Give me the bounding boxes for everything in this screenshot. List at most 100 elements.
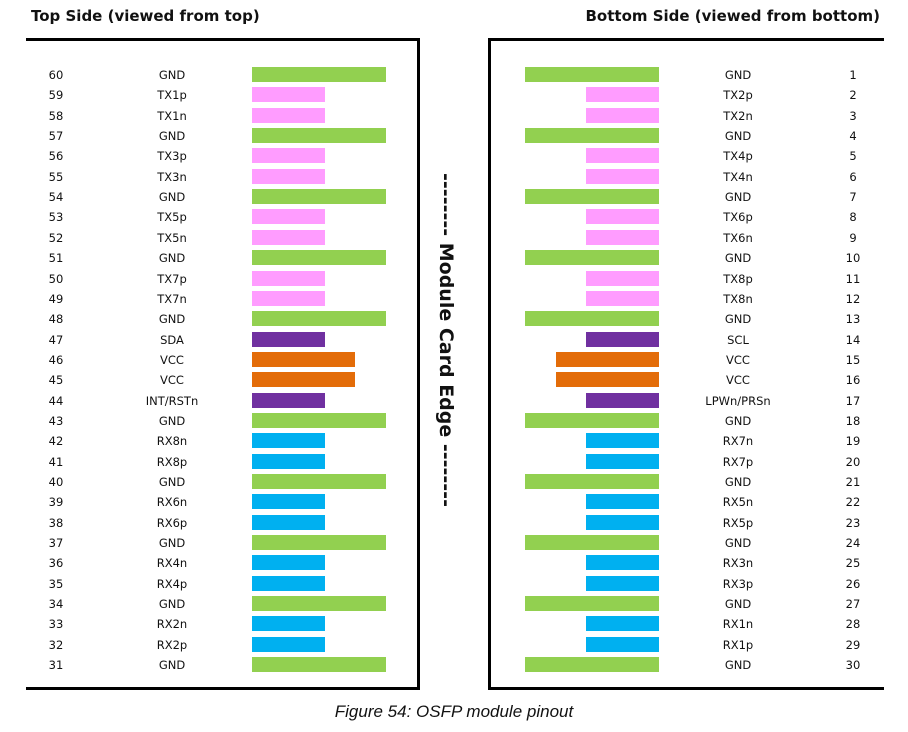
pin-number: 1 — [849, 68, 857, 82]
pin-signal-name: GND — [158, 129, 186, 144]
pin-contact-pad — [586, 107, 659, 123]
pin-number: 44 — [48, 393, 64, 408]
pin-contact-pad — [252, 636, 325, 652]
pin-contact-pad — [586, 331, 659, 347]
pin-signal-name: RX7n — [722, 434, 754, 449]
pin-contact-pad — [525, 128, 659, 144]
pin-number: 43 — [48, 413, 64, 428]
pin-contact-pad — [252, 453, 325, 469]
pin-contact-pad — [556, 372, 659, 388]
pin-number: 57 — [48, 129, 64, 144]
pin-number: 10 — [845, 251, 861, 266]
pin-number: 14 — [845, 332, 861, 347]
bottom-pin-row: RX1n 28 — [491, 614, 884, 634]
pin-contact-pad — [586, 555, 659, 571]
pin-signal-name: RX6n — [156, 495, 188, 510]
bottom-pin-row: GND 21 — [491, 472, 884, 492]
top-pin-row: 42 RX8n — [26, 431, 417, 451]
pin-signal-name: VCC — [726, 373, 750, 388]
pin-number: 19 — [845, 434, 861, 449]
pin-number: 13 — [845, 312, 861, 327]
pin-signal-name: LPWn/PRSn — [705, 393, 771, 408]
bottom-pin-row: GND 27 — [491, 594, 884, 614]
bottom-pin-row: TX4p 5 — [491, 146, 884, 166]
top-pin-row: 44 INT/RSTn — [26, 391, 417, 411]
pin-signal-name: RX2n — [156, 617, 188, 632]
pin-contact-pad — [586, 229, 659, 245]
pin-contact-pad — [252, 575, 325, 591]
pin-signal-name: GND — [158, 312, 186, 327]
pin-contact-pad — [252, 229, 325, 245]
pin-signal-name: RX4p — [156, 576, 188, 591]
pin-contact-pad — [252, 311, 386, 327]
bottom-pin-row: TX2p 2 — [491, 85, 884, 105]
pin-signal-name: GND — [724, 312, 752, 327]
top-pin-row: 37 GND — [26, 533, 417, 553]
module-card-edge-label: -------- Module Card Edge -------- — [431, 150, 461, 530]
pin-number: 30 — [845, 658, 861, 673]
pin-signal-name: GND — [724, 251, 752, 266]
top-pin-row: 39 RX6n — [26, 492, 417, 512]
pin-contact-pad — [252, 107, 325, 123]
pin-signal-name: RX3n — [722, 556, 754, 571]
pin-number: 6 — [849, 169, 857, 184]
pin-contact-pad — [525, 67, 659, 82]
pin-contact-pad — [252, 372, 355, 388]
pin-contact-pad — [252, 474, 386, 489]
pin-signal-name: GND — [158, 475, 186, 489]
pin-number: 53 — [48, 210, 64, 225]
bottom-side-pin-panel: GND 1 TX2p 2 TX2n 3 GND 4 TX4p 5 TX4n 6 GND 7 TX6p 8 TX6… — [488, 38, 884, 690]
pin-number: 8 — [849, 210, 857, 225]
pin-signal-name: VCC — [160, 373, 184, 388]
pin-contact-pad — [252, 331, 325, 347]
top-pin-row: 57 GND — [26, 126, 417, 146]
bottom-pin-row: GND 24 — [491, 533, 884, 553]
pin-number: 42 — [48, 434, 64, 449]
bottom-pin-row: RX7p 20 — [491, 452, 884, 472]
top-pin-row: 33 RX2n — [26, 614, 417, 634]
pin-contact-pad — [252, 128, 386, 144]
pin-number: 33 — [48, 617, 64, 632]
bottom-pin-row: RX1p 29 — [491, 635, 884, 655]
pin-signal-name: GND — [724, 190, 752, 205]
pin-contact-pad — [586, 290, 659, 306]
pin-contact-pad — [252, 392, 325, 408]
pin-contact-pad — [586, 494, 659, 510]
pin-signal-name: TX8n — [723, 291, 753, 306]
bottom-pin-row: TX2n 3 — [491, 106, 884, 126]
top-pin-row: 52 TX5n — [26, 228, 417, 248]
pin-signal-name: TX1p — [157, 88, 187, 103]
pin-number: 16 — [845, 373, 861, 388]
top-pin-row: 34 GND — [26, 594, 417, 614]
pin-number: 4 — [849, 129, 857, 144]
pin-signal-name: GND — [158, 597, 186, 612]
pin-number: 31 — [48, 658, 64, 673]
pin-contact-pad — [252, 433, 325, 449]
pin-number: 38 — [48, 515, 64, 530]
pin-number: 32 — [48, 637, 64, 652]
bottom-pin-row: TX4n 6 — [491, 167, 884, 187]
bottom-pin-row: TX8n 12 — [491, 289, 884, 309]
pin-signal-name: GND — [724, 68, 752, 82]
pin-number: 18 — [845, 413, 861, 428]
pin-number: 48 — [48, 312, 64, 327]
pin-signal-name: GND — [158, 190, 186, 205]
pin-signal-name: RX8n — [156, 434, 188, 449]
bottom-pin-row: GND 7 — [491, 187, 884, 207]
pin-number: 15 — [845, 352, 861, 367]
pin-contact-pad — [586, 433, 659, 449]
pin-signal-name: VCC — [726, 352, 750, 367]
pin-contact-pad — [252, 596, 386, 612]
pin-number: 54 — [48, 190, 64, 205]
top-pin-row: 53 TX5p — [26, 207, 417, 227]
bottom-pin-row: TX8p 11 — [491, 269, 884, 289]
pin-signal-name: RX8p — [156, 454, 188, 469]
pin-number: 21 — [845, 475, 861, 489]
pin-contact-pad — [586, 87, 659, 103]
pin-contact-pad — [586, 148, 659, 164]
pin-signal-name: RX2p — [156, 637, 188, 652]
pin-contact-pad — [525, 474, 659, 489]
pin-contact-pad — [252, 168, 325, 184]
pin-signal-name: TX5p — [157, 210, 187, 225]
pin-signal-name: RX5n — [722, 495, 754, 510]
